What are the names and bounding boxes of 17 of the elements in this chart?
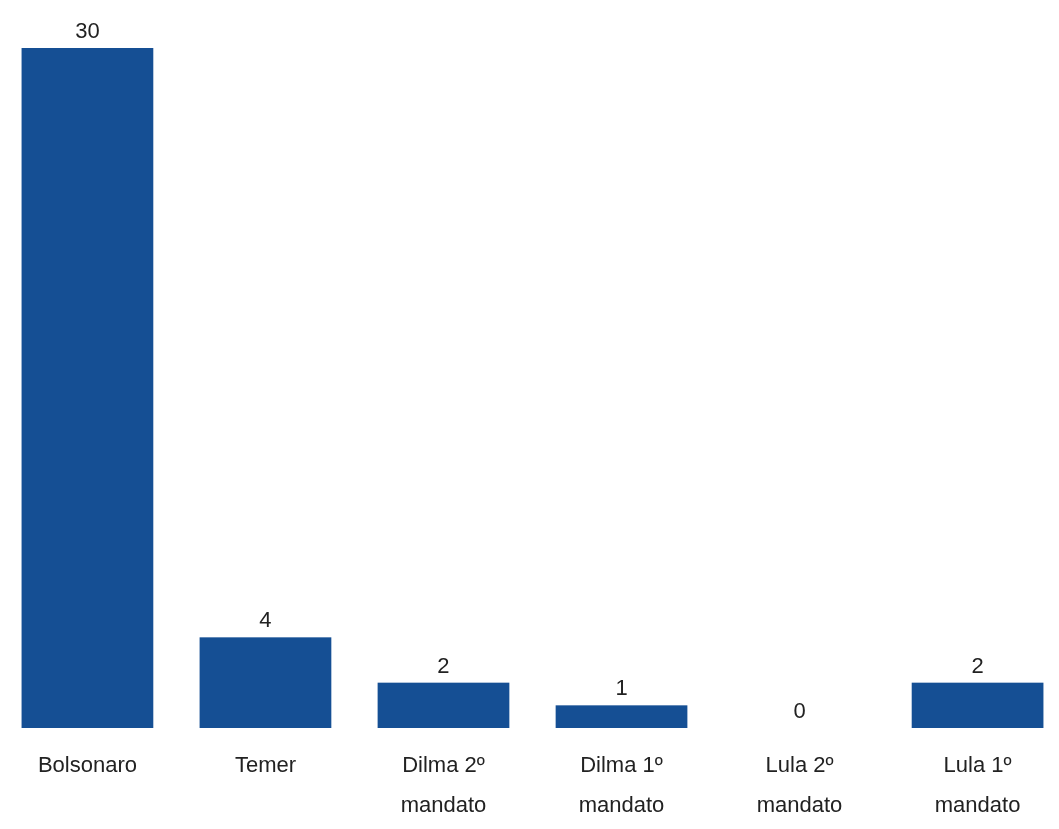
bar	[555, 705, 688, 728]
x-tick-label: Dilma 2º mandato	[400, 752, 487, 817]
bar	[21, 48, 154, 728]
x-tick-label: Lula 2º mandato	[756, 752, 843, 817]
x-tick-label: Dilma 1º mandato	[578, 752, 665, 817]
x-tick-label: Temer	[234, 752, 297, 777]
data-label: 0	[793, 698, 806, 723]
data-label: 4	[259, 607, 272, 633]
bar	[199, 637, 332, 728]
data-label: 2	[971, 652, 984, 678]
data-label: 2	[437, 652, 450, 678]
x-tick-label: Bolsonaro	[37, 752, 137, 777]
x-tick-label: Lula 1º mandato	[934, 752, 1021, 817]
data-label: 30	[75, 18, 100, 43]
bar	[377, 682, 510, 728]
bar	[911, 682, 1044, 728]
data-label: 1	[615, 675, 628, 701]
